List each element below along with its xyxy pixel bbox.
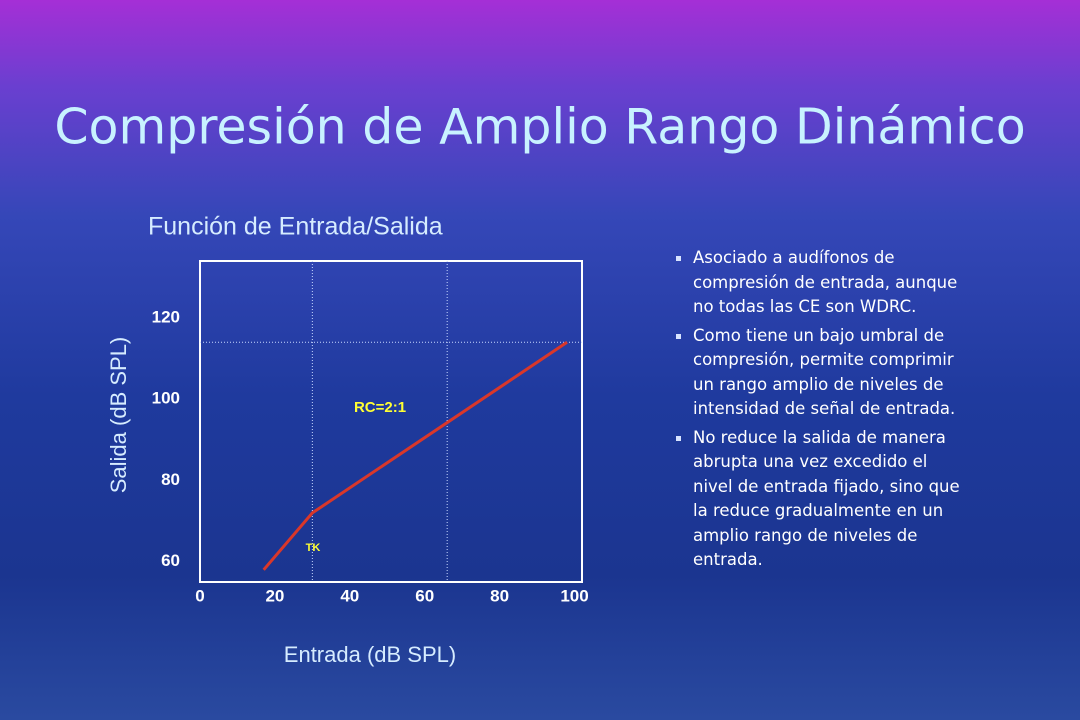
slide-title: Compresión de Amplio Rango Dinámico xyxy=(54,99,1025,156)
bullet-list: Asociado a audífonos de compresión de en… xyxy=(672,246,972,577)
plot-frame xyxy=(199,260,583,583)
bullet: Como tiene un bajo umbral de compresión,… xyxy=(672,324,972,422)
y-tick-label: 60 xyxy=(161,551,180,570)
x-tick-label: 100 xyxy=(560,586,588,605)
x-axis-label: Entrada (dB SPL) xyxy=(284,642,456,667)
y-tick-label: 100 xyxy=(152,389,180,408)
io-curve xyxy=(262,341,568,571)
y-tick-label: 80 xyxy=(161,470,180,489)
annotation: TK xyxy=(306,542,321,554)
bullet: Asociado a audífonos de compresión de en… xyxy=(672,246,972,320)
y-axis-label: Salida (dB SPL) xyxy=(106,337,131,494)
chart-title: Función de Entrada/Salida xyxy=(148,213,443,241)
x-tick-label: 60 xyxy=(415,586,434,605)
annotation: RC=2:1 xyxy=(354,399,406,416)
x-tick-label: 80 xyxy=(490,586,509,605)
x-tick-label: 20 xyxy=(265,586,284,605)
y-tick-label: 120 xyxy=(152,307,180,326)
x-tick-label: 40 xyxy=(340,586,359,605)
bullet: No reduce la salida de manera abrupta un… xyxy=(672,426,972,573)
x-tick-label: 0 xyxy=(195,586,204,605)
